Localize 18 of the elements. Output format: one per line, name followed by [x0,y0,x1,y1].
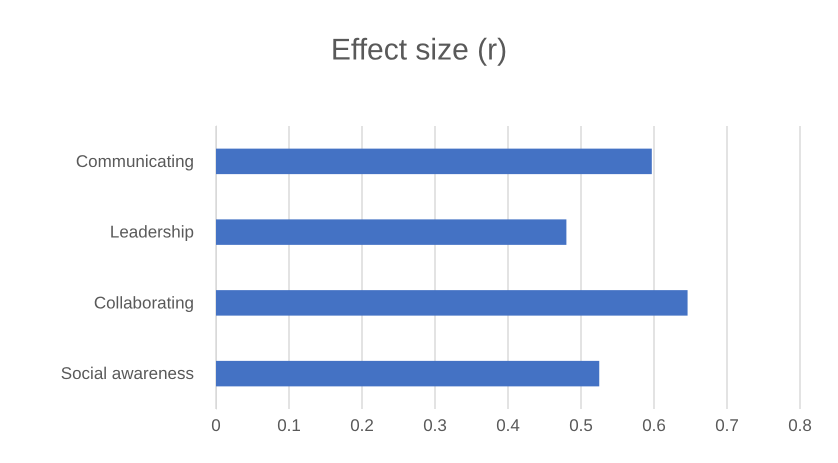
y-tick-label: Social awareness [60,364,194,384]
x-tick-label: 0.5 [569,416,593,435]
x-tick-label: 0.8 [788,416,812,435]
bar [216,360,600,386]
x-tick-label: 0.1 [277,416,301,435]
bar [216,219,566,245]
x-tick-label: 0.7 [715,416,739,435]
x-tick-label: 0.6 [642,416,666,435]
chart-title: Effect size (r) [330,34,508,66]
x-tick-label: 0.4 [496,416,520,435]
x-tick-label: 0.2 [350,416,374,435]
bar [216,148,652,174]
y-tick-label: Communicating [76,152,194,171]
x-tick-label: 0 [211,416,221,435]
bar [216,290,688,316]
x-tick-label: 0.3 [423,416,447,435]
y-tick-label: Collaborating [94,293,194,312]
y-tick-label: Leadership [110,222,194,242]
